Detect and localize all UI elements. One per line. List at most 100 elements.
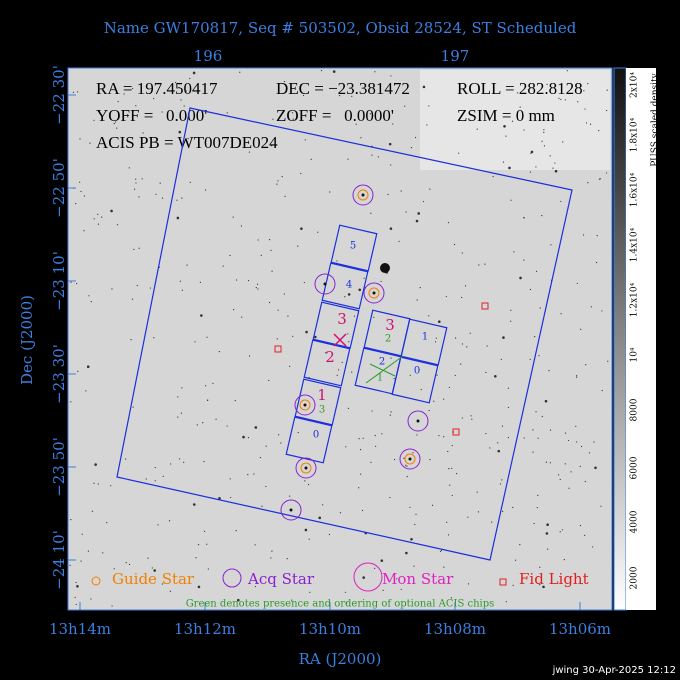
field-star bbox=[358, 438, 360, 440]
hrc-field bbox=[116, 107, 573, 561]
field-star bbox=[353, 315, 356, 317]
field-star bbox=[304, 480, 306, 482]
field-star bbox=[310, 158, 312, 160]
field-star bbox=[448, 386, 451, 389]
star-core bbox=[372, 291, 376, 295]
field-star bbox=[434, 341, 437, 343]
field-star bbox=[106, 521, 108, 524]
y-axis-label: Dec (J2000) bbox=[18, 295, 36, 385]
field-star bbox=[567, 439, 570, 442]
field-star bbox=[308, 538, 310, 540]
field-star bbox=[594, 466, 597, 470]
field-star bbox=[362, 576, 365, 579]
guide-star bbox=[300, 462, 312, 474]
field-star bbox=[176, 199, 178, 201]
field-star bbox=[76, 584, 79, 588]
field-star bbox=[485, 371, 487, 374]
field-star bbox=[181, 197, 183, 199]
field-star bbox=[584, 108, 586, 110]
field-star bbox=[202, 422, 204, 424]
field-star bbox=[510, 309, 512, 311]
field-star bbox=[297, 245, 299, 247]
field-star bbox=[396, 578, 398, 580]
field-star bbox=[554, 162, 556, 164]
field-star bbox=[355, 123, 357, 125]
field-star bbox=[542, 585, 545, 589]
field-star bbox=[410, 147, 413, 149]
acq-star bbox=[280, 499, 302, 521]
field-star bbox=[428, 105, 430, 107]
field-star bbox=[91, 510, 94, 512]
field-star bbox=[206, 543, 208, 545]
field-star bbox=[283, 81, 286, 83]
y-tick-label: −22 50' bbox=[50, 158, 68, 218]
field-star bbox=[237, 598, 240, 602]
field-star bbox=[259, 456, 262, 459]
field-star bbox=[549, 429, 552, 431]
field-star bbox=[135, 178, 137, 180]
star-core bbox=[303, 403, 307, 407]
field-star bbox=[101, 216, 103, 218]
field-star bbox=[87, 550, 90, 552]
field-star bbox=[270, 249, 272, 252]
field-star bbox=[358, 288, 362, 292]
ccd-chip bbox=[285, 416, 333, 464]
field-star bbox=[280, 442, 282, 444]
fid-light bbox=[274, 345, 282, 353]
field-star bbox=[584, 480, 586, 483]
colorbar-tick-label: 1.4x10⁴ bbox=[630, 227, 640, 262]
field-star bbox=[360, 137, 362, 139]
field-star bbox=[277, 309, 279, 311]
field-star bbox=[77, 91, 79, 93]
field-star bbox=[206, 336, 208, 338]
field-star bbox=[543, 131, 545, 133]
field-star bbox=[541, 415, 543, 418]
field-star bbox=[325, 352, 327, 354]
field-star bbox=[579, 524, 582, 527]
field-star bbox=[230, 496, 232, 499]
field-star bbox=[455, 337, 457, 339]
field-star bbox=[135, 182, 137, 184]
field-star bbox=[180, 99, 182, 101]
x-tick-label: 13h14m bbox=[49, 620, 111, 638]
field-star bbox=[429, 188, 431, 190]
field-star bbox=[88, 295, 90, 297]
field-star bbox=[93, 482, 95, 484]
field-star bbox=[136, 284, 138, 287]
field-star bbox=[272, 118, 274, 120]
field-star bbox=[102, 552, 104, 554]
header-acis-pb: ACIS PB = WT007DE024 bbox=[96, 133, 278, 152]
field-star bbox=[510, 199, 512, 201]
field-star bbox=[400, 190, 402, 192]
field-star bbox=[497, 449, 501, 453]
colorbar-tick-label: 1.8x10⁴ bbox=[630, 117, 640, 152]
field-star bbox=[406, 475, 408, 478]
field-star bbox=[426, 124, 428, 126]
field-star bbox=[456, 473, 458, 475]
field-star bbox=[226, 425, 228, 427]
field-star bbox=[116, 224, 119, 226]
field-star bbox=[505, 135, 507, 137]
field-star bbox=[130, 339, 132, 341]
field-star bbox=[186, 264, 188, 266]
field-star bbox=[127, 115, 130, 117]
x-tick-label: 13h06m bbox=[549, 620, 611, 638]
field-star bbox=[361, 509, 364, 512]
field-star bbox=[592, 546, 594, 548]
field-star bbox=[513, 251, 515, 253]
colorbar-tick-label: 1.2x10⁴ bbox=[630, 282, 640, 317]
field-star bbox=[90, 301, 92, 303]
field-star bbox=[576, 441, 578, 443]
field-star bbox=[418, 368, 420, 370]
field-star bbox=[370, 212, 372, 214]
field-star bbox=[83, 230, 85, 232]
chip-label: 3 bbox=[385, 316, 395, 334]
field-star bbox=[502, 510, 504, 512]
field-star bbox=[598, 129, 600, 132]
field-star bbox=[229, 254, 231, 257]
field-star bbox=[544, 399, 548, 403]
field-star bbox=[235, 530, 237, 532]
ccd-chip bbox=[303, 339, 351, 387]
field-star bbox=[154, 480, 156, 482]
field-star bbox=[247, 437, 250, 439]
